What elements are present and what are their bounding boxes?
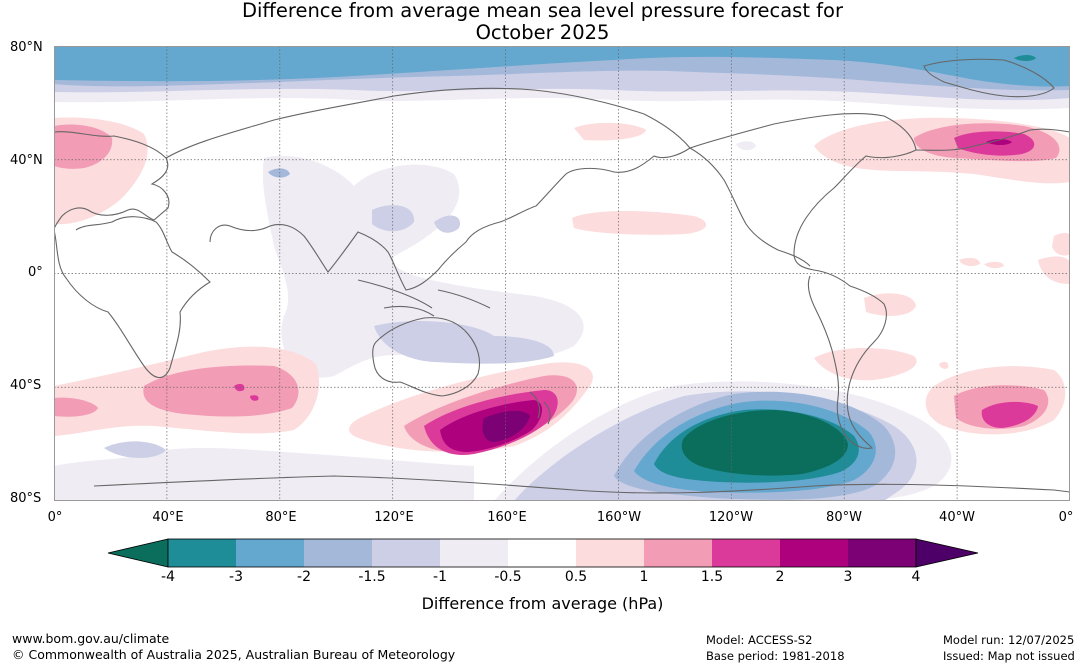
indonesia-islands	[383, 289, 491, 317]
lon-label-160w: 160°W	[596, 510, 642, 525]
greenland-coast	[923, 58, 1055, 98]
colorbar-title: Difference from average (hPa)	[421, 594, 664, 613]
southern-ocean-strong-low	[494, 381, 952, 501]
colorbar-segment	[576, 539, 644, 567]
colorbar	[107, 538, 979, 568]
lon-label-0-left: 0°	[47, 510, 63, 525]
colorbar-tick-label: 3	[843, 569, 853, 585]
footer-model: Model: ACCESS-S2	[706, 633, 813, 647]
colorbar-segment	[372, 539, 440, 567]
indonesia	[357, 279, 433, 309]
colorbar-segment	[304, 539, 372, 567]
new-zealand-coast	[529, 391, 551, 425]
footer-copyright: © Commonwealth of Australia 2025, Austra…	[12, 647, 456, 662]
europe-coast	[54, 131, 170, 231]
colorbar-segment	[712, 539, 780, 567]
colorbar-segment	[168, 539, 236, 567]
south-atlantic-positive-anomaly	[814, 256, 1070, 435]
colorbar-tick-label: 1	[639, 569, 649, 585]
footer-model-run: Model run: 12/07/2025	[943, 633, 1075, 647]
coastlines	[54, 58, 1070, 494]
colorbar-tick-label: 4	[911, 569, 921, 585]
colorbar-tick-label: -3	[229, 569, 243, 585]
map-title-line-1: Difference from average mean sea level p…	[242, 0, 843, 22]
greenland-atlantic	[915, 128, 1070, 151]
north-america-west	[689, 147, 811, 267]
footer-issued: Issued: Map not issued	[943, 649, 1075, 663]
colorbar-tick-label: -2	[297, 569, 311, 585]
colorbar-segment	[508, 539, 576, 567]
pressure-anomaly-map	[54, 46, 1070, 501]
lat-label-40n: 40°N	[10, 153, 43, 168]
lat-label-80s: 80°S	[10, 491, 42, 506]
colorbar-segment	[780, 539, 848, 567]
lon-label-80w: 80°W	[826, 510, 862, 525]
colorbar-segment	[644, 539, 712, 567]
antarctica-coast	[93, 475, 1070, 494]
lon-label-0-right: 0°	[1058, 510, 1074, 525]
asia-south-coast	[209, 173, 567, 291]
lon-label-80e: 80°E	[265, 510, 297, 525]
southern-indian-ocean-positive-anomaly	[54, 346, 320, 436]
colorbar-frame	[167, 538, 917, 568]
colorbar-tick-label: -1.5	[358, 569, 386, 585]
asia-north-coast	[165, 87, 691, 175]
australia-coast	[372, 317, 481, 397]
graticule	[54, 46, 1070, 501]
colorbar-extend-high	[915, 538, 979, 568]
colorbar-tick-label: -4	[161, 569, 175, 585]
lon-label-40w: 40°W	[939, 510, 975, 525]
lon-label-120w: 120°W	[708, 510, 754, 525]
north-pacific-positive-anomaly	[572, 122, 756, 235]
colorbar-tick-label: 1.5	[700, 569, 724, 585]
africa-coast	[54, 216, 211, 379]
north-america-coast	[689, 113, 917, 271]
lon-label-120e: 120°E	[374, 510, 414, 525]
arctic-negative-anomaly	[54, 46, 1070, 110]
lat-label-equator: 0°	[28, 265, 43, 280]
colorbar-segment	[440, 539, 508, 567]
colorbar-tick-label: 0.5	[564, 569, 588, 585]
antarctic-weak-low	[54, 441, 474, 501]
lat-label-80n: 80°N	[10, 40, 43, 55]
colorbar-tick-label: 2	[775, 569, 785, 585]
footer-base-period: Base period: 1981-2018	[706, 649, 845, 663]
colorbar-extend-low	[107, 538, 169, 568]
colorbar-tick-label: -0.5	[494, 569, 522, 585]
footer-website: www.bom.gov.au/climate	[12, 631, 170, 646]
colorbar-segment	[236, 539, 304, 567]
indo-pacific-negative-anomaly	[262, 155, 584, 378]
map-title-line-2: October 2025	[475, 21, 610, 44]
lon-label-160e: 160°E	[487, 510, 527, 525]
lat-label-40s: 40°S	[10, 378, 42, 393]
lon-label-40e: 40°E	[152, 510, 184, 525]
map-frame	[54, 46, 1070, 501]
south-america-coast	[807, 269, 887, 449]
colorbar-tick-label: -1	[433, 569, 447, 585]
colorbar-segment	[848, 539, 916, 567]
